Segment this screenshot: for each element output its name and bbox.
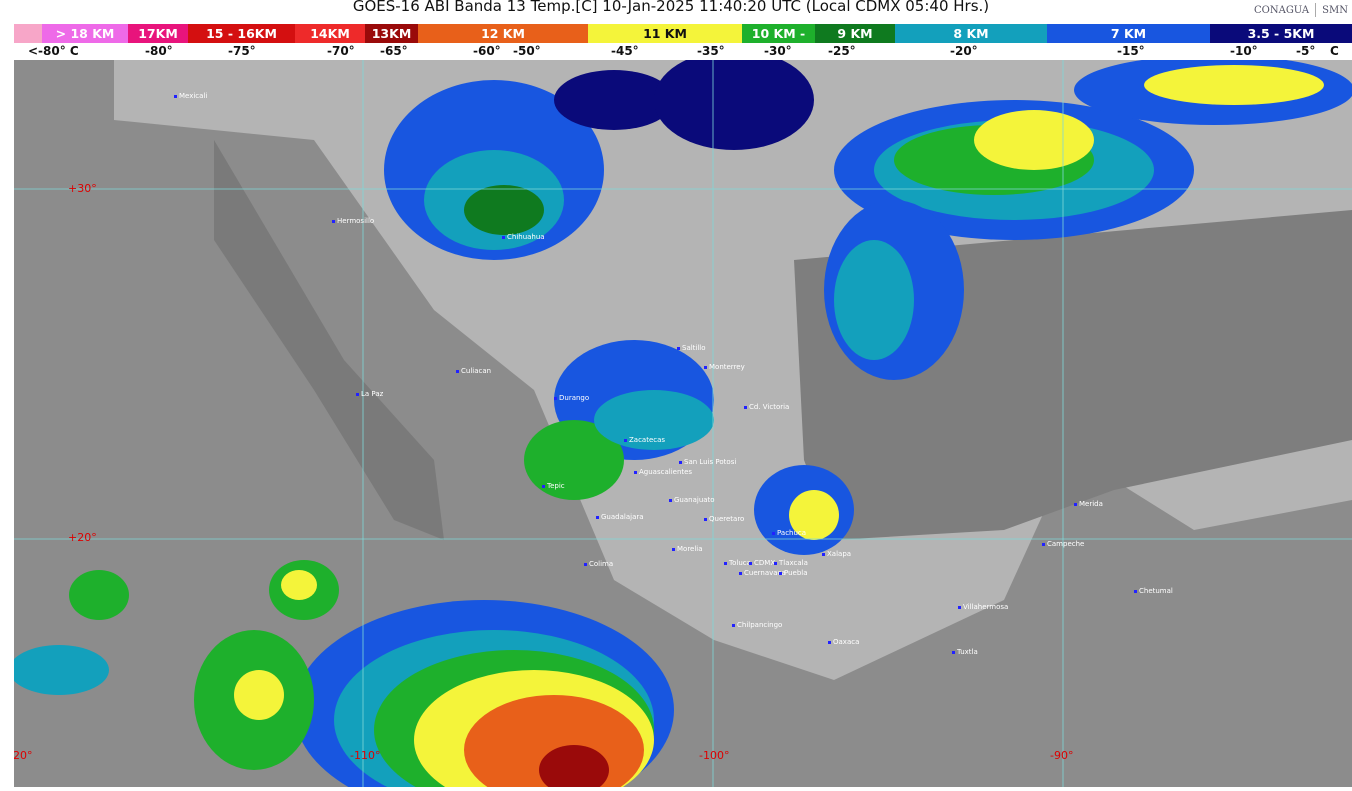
temp-label: -65° [380, 44, 408, 58]
city-label: Chetumal [1134, 587, 1173, 595]
cloud-top [69, 570, 129, 620]
temp-label: -20° [950, 44, 978, 58]
smn-logo: SMN [1322, 4, 1348, 16]
temp-label: -25° [828, 44, 856, 58]
legend-swatch: 9 KM [815, 24, 895, 43]
city-label: Culiacan [456, 367, 491, 375]
lon-label: -120° [14, 749, 33, 762]
temp-label: <-80° C [28, 44, 79, 58]
city-label: Mexicali [174, 92, 207, 100]
cloud-top [281, 570, 317, 600]
city-label: Chilpancingo [732, 621, 782, 629]
city-label: Tlaxcala [774, 559, 808, 567]
city-label: La Paz [356, 390, 383, 398]
city-label: Cuernavaca [739, 569, 786, 577]
city-label: Campeche [1042, 540, 1084, 548]
city-label: Monterrey [704, 363, 745, 371]
legend-swatch: 12 KM [418, 24, 588, 43]
city-label: Colima [584, 560, 613, 568]
lon-label: -110° [350, 749, 381, 762]
conagua-logo: CONAGUA [1254, 4, 1310, 16]
city-label: Cd. Victoria [744, 403, 789, 411]
city-label: Toluca [724, 559, 751, 567]
cloud-top [14, 645, 109, 695]
cloud-top [464, 185, 544, 235]
city-label: Saltillo [677, 344, 706, 352]
satellite-map[interactable]: +30° +20° -120° -110° -100° -90° Mexical… [14, 60, 1352, 787]
temp-label: -60° [473, 44, 501, 58]
legend-swatch: 15 - 16KM [188, 24, 295, 43]
temp-label: -80° [145, 44, 173, 58]
cloud-top [974, 110, 1094, 170]
lon-label: -100° [699, 749, 730, 762]
cloud-layer [14, 60, 1352, 787]
legend-swatch [14, 24, 42, 43]
lat-label: +20° [68, 531, 97, 544]
temp-label: C [1330, 44, 1339, 58]
city-label: Morelia [672, 545, 703, 553]
city-label: Hermosillo [332, 217, 374, 225]
legend-swatch: 13KM [365, 24, 418, 43]
temp-label: -45° [611, 44, 639, 58]
legend-swatch: > 18 KM [42, 24, 128, 43]
gulf-of-california [214, 140, 444, 540]
temp-label: -5° [1296, 44, 1316, 58]
temp-label: -30° [764, 44, 792, 58]
temp-label: -35° [697, 44, 725, 58]
legend-swatch: 14KM [295, 24, 365, 43]
lon-label: -90° [1050, 749, 1074, 762]
cloud-top [524, 420, 624, 500]
legend-swatch: 10 KM - [742, 24, 815, 43]
logos: CONAGUA SMN [1254, 3, 1348, 17]
legend-swatch: 11 KM [588, 24, 742, 43]
city-label: Chihuahua [502, 233, 545, 241]
image-title: GOES-16 ABI Banda 13 Temp.[C] 10-Jan-202… [352, 0, 990, 15]
city-label: San Luis Potosi [679, 458, 736, 466]
legend-swatch: 8 KM [895, 24, 1047, 43]
legend-swatch: 3.5 - 5KM [1210, 24, 1352, 43]
cloud-top [539, 745, 609, 787]
city-label: Merida [1074, 500, 1103, 508]
legend-swatch: 17KM [128, 24, 188, 43]
city-label: Villahermosa [958, 603, 1008, 611]
city-label: Puebla [779, 569, 808, 577]
temp-label: -50° [513, 44, 541, 58]
color-legend: > 18 KM 17KM 15 - 16KM 14KM 13KM 12 KM 11 KM 10… [14, 24, 1352, 43]
city-label: Queretaro [704, 515, 744, 523]
temperature-scale: <-80° C -80° -75° -70° -65° -60° -50° -45° -35° -… [0, 44, 1352, 60]
city-label: Tuxtla [952, 648, 978, 656]
temp-label: -10° [1230, 44, 1258, 58]
city-label: Pachuca [772, 529, 806, 537]
legend-swatch: 7 KM [1047, 24, 1210, 43]
city-label: Xalapa [822, 550, 851, 558]
city-label: Aguascalientes [634, 468, 692, 476]
city-label: Oaxaca [828, 638, 859, 646]
cloud-top [554, 70, 674, 130]
city-label: Durango [554, 394, 589, 402]
city-label: Guadalajara [596, 513, 644, 521]
cloud-top [789, 490, 839, 540]
cloud-top [594, 390, 714, 450]
temp-label: -75° [228, 44, 256, 58]
temp-label: -70° [327, 44, 355, 58]
lat-label: +30° [68, 182, 97, 195]
logo-divider [1315, 3, 1317, 17]
cloud-top [234, 670, 284, 720]
city-label: CDMX [749, 559, 775, 567]
city-label: Guanajuato [669, 496, 715, 504]
city-label: Tepic [542, 482, 565, 490]
cloud-top [654, 60, 814, 150]
cloud-top [1144, 65, 1324, 105]
city-label: Zacatecas [624, 436, 665, 444]
temp-label: -15° [1117, 44, 1145, 58]
cloud-top [834, 240, 914, 360]
